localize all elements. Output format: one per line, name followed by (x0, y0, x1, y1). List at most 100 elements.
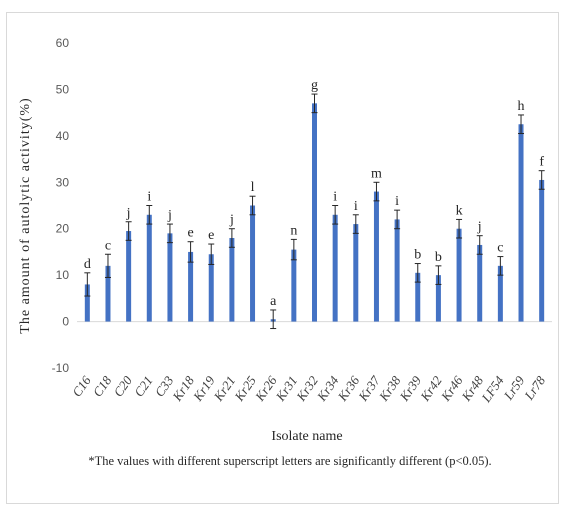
bar-Kr34 (332, 214, 338, 322)
y-tick-label: 20 (56, 222, 70, 236)
x-tick-label-Kr42: Kr42 (417, 373, 445, 405)
x-tick-label-Kr34: Kr34 (313, 373, 341, 405)
x-tick-label-Kr19: Kr19 (190, 373, 218, 405)
significance-letter-Kr26: a (270, 294, 277, 309)
error-bar-C16 (84, 272, 91, 297)
error-bar-Kr31 (290, 238, 297, 261)
bar-Kr21 (229, 238, 235, 322)
error-bar-LF54 (497, 256, 504, 276)
bar-Kr31 (291, 249, 297, 322)
x-axis-categories: C16C18C20C21C33Kr18Kr19Kr21Kr25Kr26Kr31K… (69, 373, 548, 406)
significance-letter-Kr32: g (311, 78, 318, 93)
bar-C20 (126, 231, 132, 322)
error-bar-Kr18 (187, 241, 194, 263)
x-tick-label-Kr26: Kr26 (251, 373, 279, 405)
significance-letter-Kr31: n (290, 223, 297, 238)
significance-letter-Kr46: k (456, 203, 463, 218)
x-tick-label-Kr46: Kr46 (437, 373, 465, 405)
y-tick-label: 60 (56, 36, 70, 50)
significance-letter-Kr18: e (187, 226, 193, 241)
significance-letter-C21: i (147, 190, 151, 205)
x-tick-label-LF54: LF54 (478, 373, 507, 406)
bar-Kr39 (415, 272, 421, 322)
error-bar-Kr26 (270, 309, 277, 330)
error-bar-Kr37 (373, 181, 380, 202)
bar-Kr25 (250, 205, 256, 322)
bar-C21 (146, 214, 152, 322)
bar-Kr48 (477, 244, 483, 322)
x-tick-label-Kr18: Kr18 (169, 373, 197, 405)
significance-letter-Lr78: f (539, 155, 544, 170)
error-bar-Kr34 (332, 205, 339, 225)
error-bar-Kr38 (394, 209, 401, 230)
significance-letter-Kr39: b (414, 248, 421, 263)
y-tick-label: -10 (52, 361, 70, 375)
x-axis-title: Isolate name (271, 429, 342, 444)
y-tick-label: 0 (62, 315, 69, 329)
error-bar-Lr78 (538, 170, 545, 190)
significance-footnote: *The values with different superscript l… (88, 454, 491, 468)
bar-C33 (167, 233, 173, 322)
error-bar-C20 (125, 221, 132, 241)
error-bar-C33 (166, 223, 173, 244)
significance-letter-Kr36: i (354, 199, 358, 214)
significance-letter-C20: j (126, 206, 131, 221)
significance-letter-Kr48: j (477, 220, 482, 235)
bar-Kr19 (208, 254, 214, 322)
error-bar-C18 (104, 253, 111, 278)
bar-LF54 (497, 265, 503, 322)
x-tick-label-Kr37: Kr37 (355, 373, 383, 405)
y-axis-ticks: -10 0 10 20 30 40 50 60 (52, 36, 70, 375)
bar-Lr78 (539, 179, 545, 322)
x-tick-label-C21: C21 (131, 373, 156, 399)
x-tick-label-Kr39: Kr39 (396, 373, 424, 405)
error-bar-C21 (146, 205, 153, 225)
error-bar-Kr42 (435, 265, 442, 285)
bars (84, 103, 545, 322)
y-tick-label: 10 (56, 268, 70, 282)
x-tick-label-Kr32: Kr32 (293, 373, 321, 405)
error-bar-Kr21 (228, 228, 235, 248)
significance-letter-LF54: c (497, 241, 503, 256)
significance-letter-C18: c (105, 238, 111, 253)
x-tick-label-Kr25: Kr25 (231, 373, 259, 405)
significance-letter-Lr59: h (518, 99, 525, 114)
error-bars (84, 93, 545, 330)
y-tick-label: 30 (56, 175, 70, 189)
error-bar-Kr46 (456, 218, 463, 239)
y-tick-label: 40 (56, 129, 70, 143)
bar-Kr18 (188, 251, 194, 322)
x-tick-label-Kr36: Kr36 (334, 373, 362, 405)
x-tick-label-C20: C20 (110, 373, 135, 400)
bar-Kr36 (353, 224, 359, 322)
significance-letter-C33: j (167, 208, 172, 223)
error-bar-Kr36 (352, 214, 359, 234)
bar-C16 (84, 284, 90, 322)
bar-Kr42 (435, 275, 441, 322)
bar-Kr46 (456, 228, 462, 322)
x-tick-label-Lr78: Lr78 (521, 373, 549, 404)
x-tick-label-Kr31: Kr31 (272, 373, 300, 404)
error-bar-Kr48 (476, 235, 483, 255)
y-axis-title: The amount of autolytic activity(%) (18, 97, 33, 333)
x-tick-label-Kr38: Kr38 (375, 373, 403, 405)
error-bar-Lr59 (518, 114, 525, 135)
x-tick-label-C18: C18 (90, 373, 115, 400)
bar-Lr59 (518, 124, 524, 322)
significance-letter-Kr19: e (208, 228, 214, 243)
significance-letter-Kr21: j (229, 213, 234, 228)
bar-Kr38 (394, 219, 400, 322)
significance-letter-Kr38: i (395, 194, 399, 209)
x-tick-label-C16: C16 (69, 373, 94, 400)
bar-Kr32 (312, 103, 317, 322)
significance-letter-Kr25: l (251, 180, 255, 195)
significance-letter-Kr34: i (333, 190, 337, 205)
error-bar-Kr39 (414, 263, 421, 283)
y-tick-label: 50 (56, 82, 70, 96)
x-tick-label-Lr59: Lr59 (500, 373, 528, 404)
significance-letter-Kr37: m (371, 166, 382, 181)
error-bar-Kr25 (249, 195, 256, 216)
